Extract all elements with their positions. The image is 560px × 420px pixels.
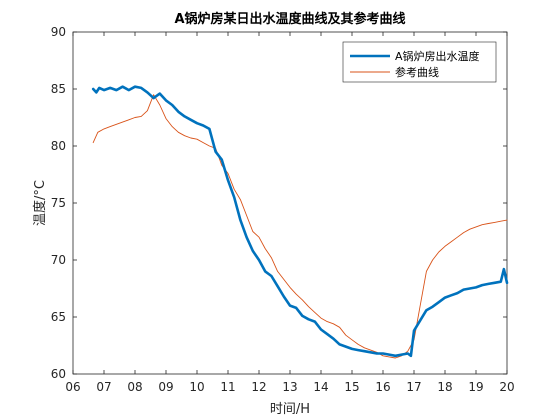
x-tick-label: 11 bbox=[220, 380, 235, 394]
y-tick-label: 70 bbox=[51, 253, 66, 267]
x-tick-label: 08 bbox=[127, 380, 142, 394]
y-tick-label: 90 bbox=[51, 25, 66, 39]
x-tick-label: 12 bbox=[251, 380, 266, 394]
y-tick-label: 60 bbox=[51, 367, 66, 381]
x-tick-label: 14 bbox=[313, 380, 328, 394]
x-tick-label: 18 bbox=[437, 380, 452, 394]
x-tick-label: 06 bbox=[65, 380, 80, 394]
x-tick-label: 19 bbox=[468, 380, 483, 394]
y-tick-label: 65 bbox=[51, 310, 66, 324]
y-tick-label: 85 bbox=[51, 82, 66, 96]
x-tick-label: 10 bbox=[189, 380, 204, 394]
x-tick-label: 15 bbox=[344, 380, 359, 394]
x-tick-label: 17 bbox=[406, 380, 421, 394]
x-tick-label: 16 bbox=[375, 380, 390, 394]
legend-label-outlet-temperature: A锅炉房出水温度 bbox=[395, 49, 480, 63]
legend: A锅炉房出水温度 参考曲线 bbox=[343, 42, 496, 82]
x-tick-label: 09 bbox=[158, 380, 173, 394]
legend-label-reference-curve: 参考曲线 bbox=[395, 65, 439, 79]
x-tick-label: 20 bbox=[499, 380, 514, 394]
chart-title: A锅炉房某日出水温度曲线及其参考曲线 bbox=[174, 11, 405, 27]
plot-area bbox=[73, 32, 507, 374]
y-tick-label: 80 bbox=[51, 139, 66, 153]
y-tick-label: 75 bbox=[51, 196, 66, 210]
x-axis-label: 时间/H bbox=[270, 402, 310, 417]
x-tick-label: 13 bbox=[282, 380, 297, 394]
x-tick-label: 07 bbox=[96, 380, 111, 394]
y-axis-label: 温度/°C bbox=[32, 180, 48, 226]
